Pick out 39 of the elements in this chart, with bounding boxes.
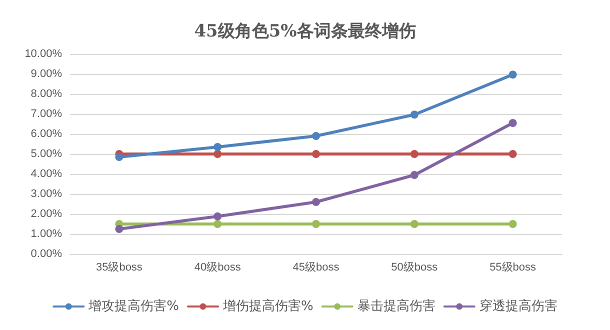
point: [312, 198, 320, 206]
chart-title: 45级角色5%各词条最终增伤: [194, 22, 416, 42]
y-tick-label: 2.00%: [30, 208, 62, 220]
point: [214, 220, 222, 228]
legend-label: 暴击提高伤害: [357, 298, 436, 314]
point: [312, 150, 320, 158]
legend-label: 增伤提高伤害%: [222, 298, 314, 314]
y-tick-label: 0.00%: [30, 248, 62, 260]
x-tick-label: 35级boss: [96, 262, 143, 274]
point: [410, 220, 418, 228]
point: [214, 212, 222, 220]
point: [312, 132, 320, 140]
x-tick-label: 45级boss: [292, 262, 340, 274]
point: [214, 150, 222, 158]
point: [410, 150, 418, 158]
y-tick-label: 5.00%: [30, 148, 62, 160]
point: [312, 220, 320, 228]
point: [115, 153, 124, 161]
y-tick-label: 1.00%: [30, 228, 62, 240]
point: [508, 220, 517, 228]
point: [410, 171, 418, 179]
x-tick-label: 50级boss: [391, 262, 438, 274]
point: [115, 225, 124, 233]
y-tick-label: 7.00%: [30, 108, 62, 120]
x-tick-label: 55级boss: [490, 262, 537, 274]
x-tick-label: 40级boss: [194, 262, 242, 274]
point: [508, 119, 517, 127]
point: [214, 143, 222, 151]
y-tick-label: 3.00%: [30, 188, 62, 200]
point: [508, 150, 517, 158]
y-tick-label: 9.00%: [30, 68, 62, 80]
legend-label: 穿透提高伤害: [479, 298, 558, 314]
legend-label: 增攻提高伤害%: [88, 298, 180, 314]
point: [410, 110, 418, 119]
point: [508, 70, 517, 79]
y-tick-label: 8.00%: [30, 88, 62, 100]
y-tick-label: 10.00%: [24, 48, 62, 60]
y-tick-label: 4.00%: [30, 168, 62, 180]
y-tick-label: 6.00%: [30, 128, 62, 140]
